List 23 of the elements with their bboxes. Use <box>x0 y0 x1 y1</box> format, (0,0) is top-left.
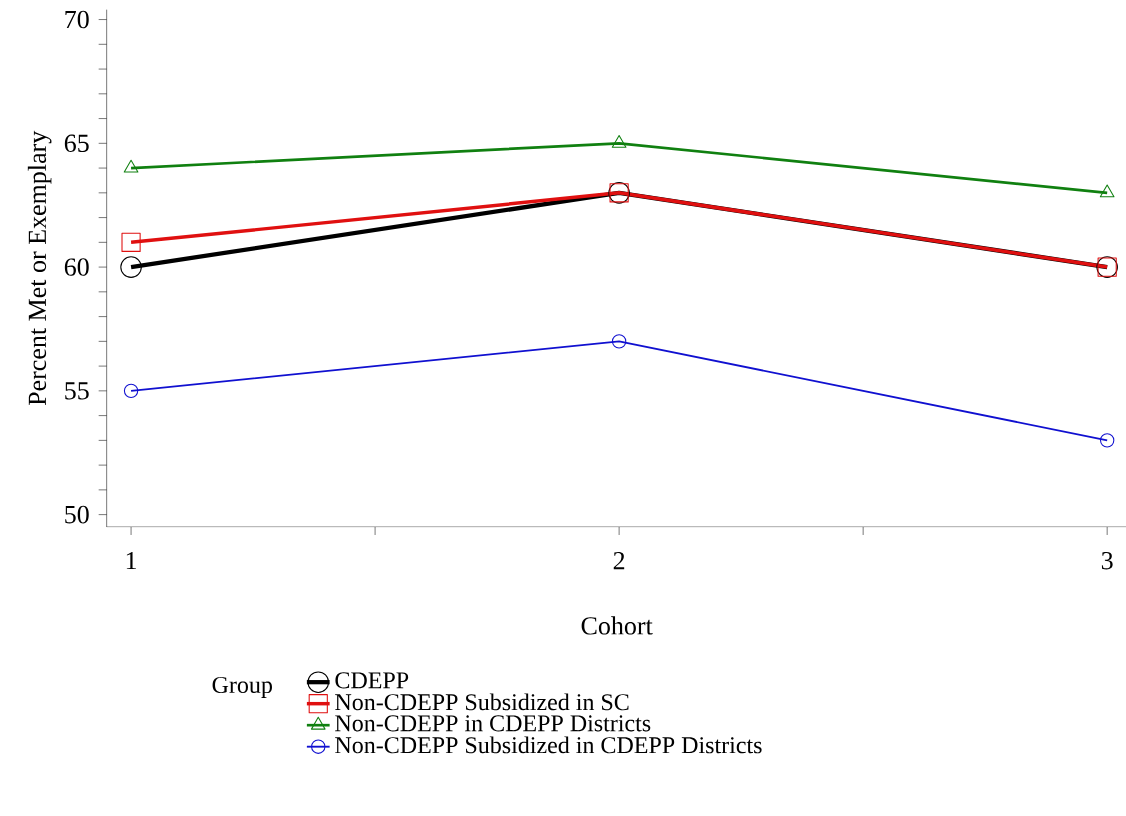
legend-title: Group <box>212 676 272 698</box>
legend-label: CDEPP <box>335 672 409 689</box>
x-tick-label: 1 <box>126 551 137 570</box>
x-tick-label: 2 <box>613 551 625 570</box>
legend-label: Non-CDEPP in CDEPP Districts <box>335 715 651 732</box>
point <box>123 159 139 173</box>
point <box>1099 433 1115 448</box>
point <box>1099 184 1115 198</box>
point <box>120 256 142 278</box>
y-tick-label: 50 <box>65 505 89 524</box>
x-axis-title: Cohort <box>581 616 653 635</box>
legend-label: Non-CDEPP Subsidized in CDEPP Districts <box>335 736 762 754</box>
y-tick-label: 55 <box>65 382 89 400</box>
y-tick-label: 70 <box>65 10 89 29</box>
x-tick-label: 3 <box>1101 551 1113 570</box>
point <box>611 134 627 148</box>
legend-label: Non-CDEPP Subsidized in SC <box>335 693 629 711</box>
point <box>123 383 139 399</box>
y-axis-title: Percent Met or Exemplary <box>27 130 52 406</box>
y-tick-label: 65 <box>64 134 89 153</box>
point <box>121 232 141 252</box>
point <box>611 334 627 349</box>
y-tick-label: 60 <box>64 258 89 276</box>
